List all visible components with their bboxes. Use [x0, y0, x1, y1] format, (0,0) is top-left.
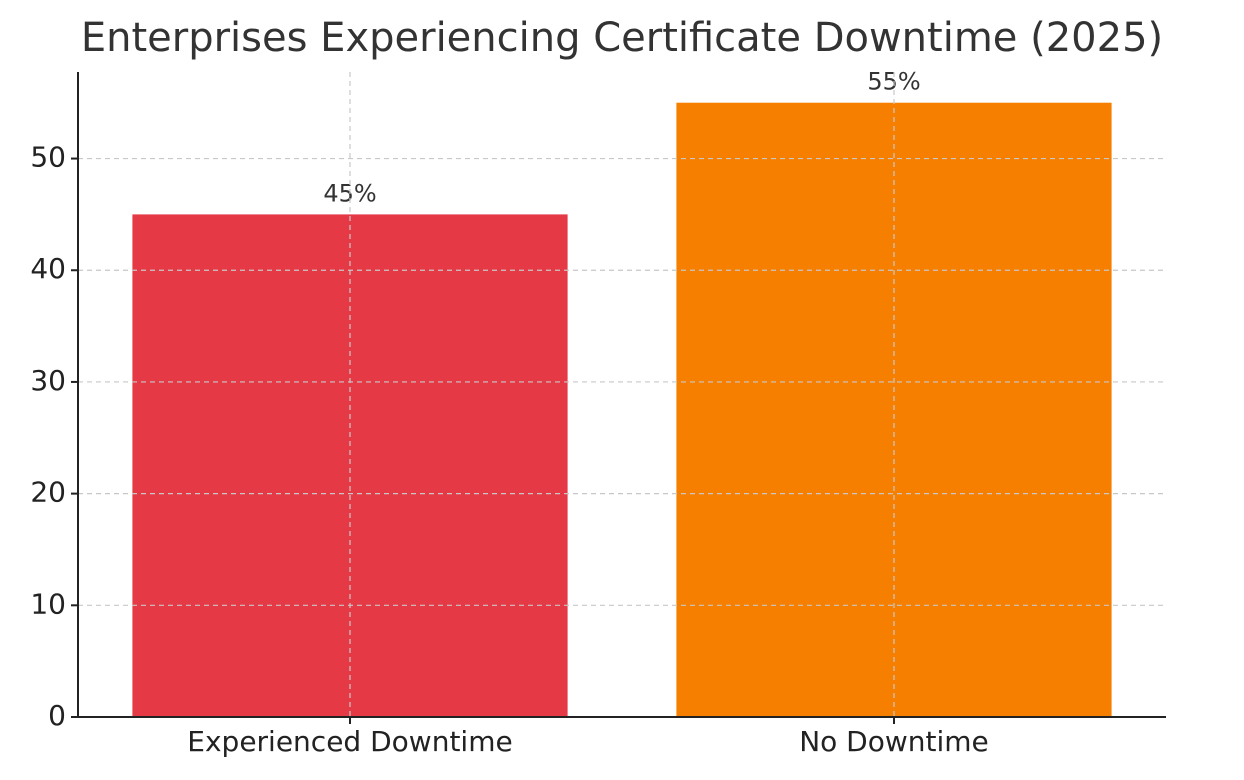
chart-title: Enterprises Experiencing Certificate Dow… — [81, 15, 1163, 61]
x-tick-label: No Downtime — [799, 725, 989, 758]
y-tick-label: 10 — [30, 587, 66, 620]
x-tick-label: Experienced Downtime — [187, 725, 512, 758]
y-tick-label: 40 — [30, 252, 66, 285]
y-tick-label: 20 — [30, 476, 66, 509]
y-tick-label: 30 — [30, 364, 66, 397]
y-tick-label: 50 — [30, 141, 66, 174]
y-tick-label: 0 — [48, 699, 66, 732]
